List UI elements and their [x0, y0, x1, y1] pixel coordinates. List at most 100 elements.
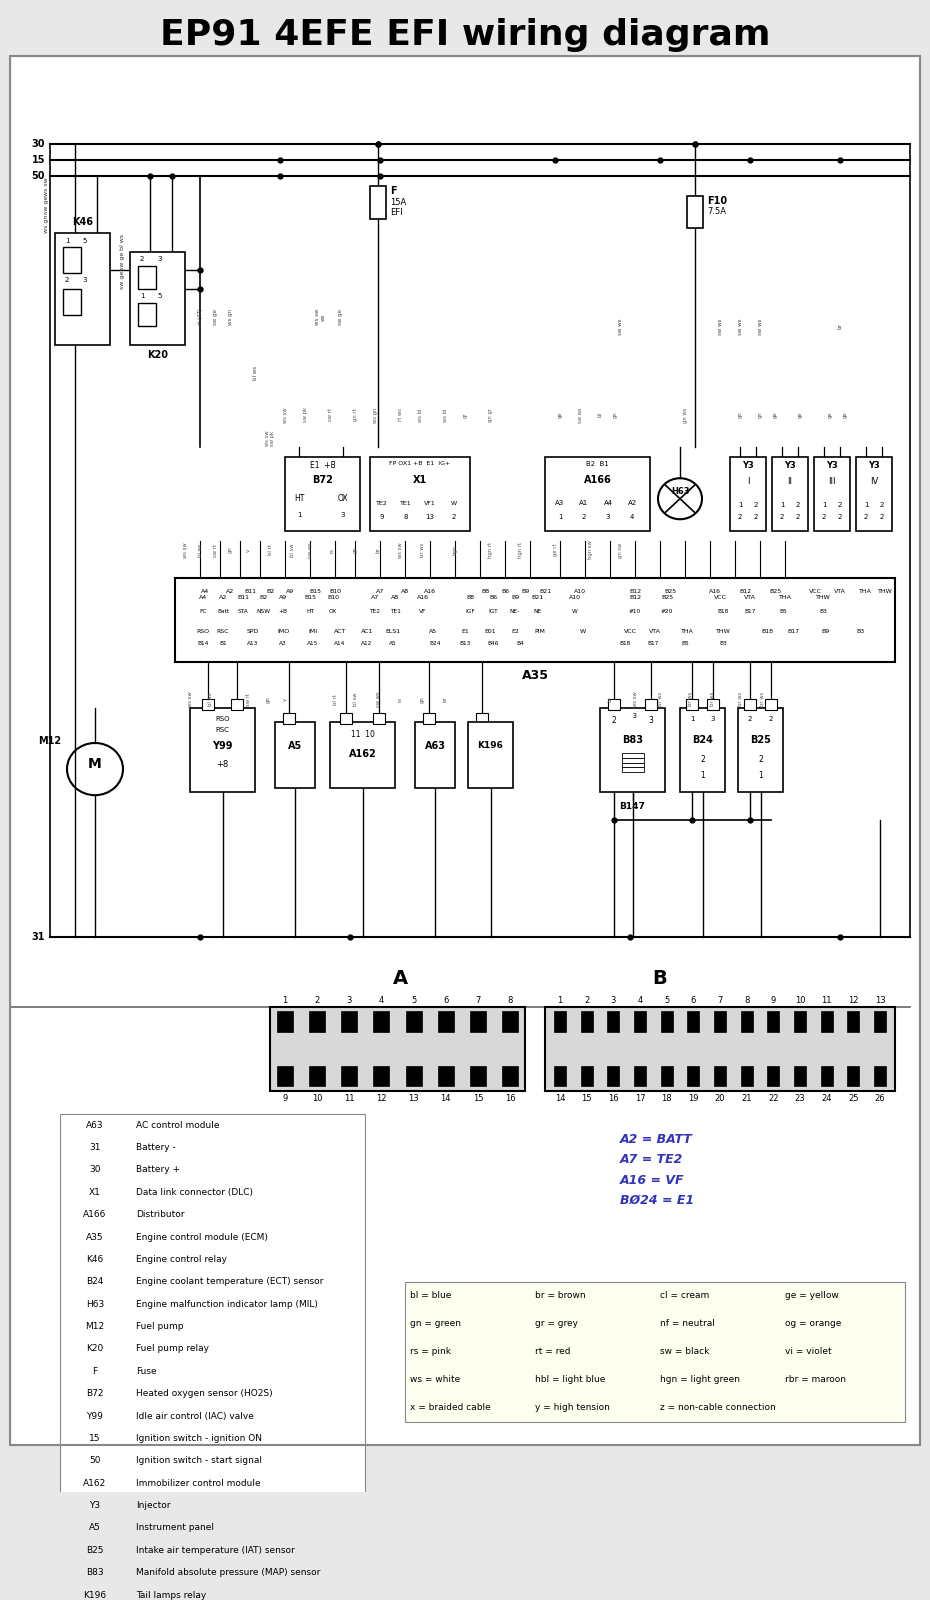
Text: AC1: AC1 [361, 629, 373, 634]
Text: sw ge: sw ge [119, 270, 125, 288]
Text: sw rt: sw rt [327, 408, 333, 421]
Bar [740, 1066, 752, 1086]
Text: B25: B25 [751, 734, 771, 744]
Text: 2: 2 [796, 502, 800, 509]
Text: X1: X1 [89, 1187, 101, 1197]
Text: 2: 2 [754, 514, 758, 520]
Text: K46: K46 [72, 218, 93, 227]
Text: F10: F10 [707, 195, 727, 206]
Text: B5: B5 [779, 608, 787, 614]
Text: B24: B24 [430, 642, 441, 646]
Bar [608, 699, 620, 710]
Text: rbr = maroon: rbr = maroon [785, 1374, 846, 1384]
Bar [309, 1011, 325, 1032]
Text: gn: gn [352, 547, 357, 554]
Text: VF1: VF1 [424, 501, 436, 506]
Text: gn: gn [419, 696, 424, 702]
Bar [687, 1011, 699, 1032]
Text: B10: B10 [327, 595, 339, 600]
Text: 1: 1 [779, 502, 784, 509]
Text: 1: 1 [297, 512, 301, 517]
Text: THW: THW [715, 629, 730, 634]
Text: bl sw: bl sw [352, 693, 357, 706]
Bar [374, 1011, 390, 1032]
Text: B12: B12 [629, 595, 641, 600]
Bar [468, 723, 513, 787]
Text: A3: A3 [555, 501, 565, 506]
Text: ge: ge [773, 411, 777, 418]
Text: gn ws: gn ws [683, 406, 687, 422]
Text: ws gn: ws gn [228, 309, 232, 325]
Text: sw ws: sw ws [758, 318, 763, 334]
Text: 16: 16 [608, 1094, 618, 1102]
Text: Y99: Y99 [86, 1411, 103, 1421]
Bar [438, 1066, 454, 1086]
Text: VCC: VCC [623, 629, 636, 634]
Text: br ws: br ws [687, 693, 693, 706]
Text: IMI: IMI [309, 629, 317, 634]
Text: A63: A63 [86, 1120, 104, 1130]
Bar [660, 1066, 672, 1086]
Text: cl = cream: cl = cream [660, 1291, 710, 1301]
Text: NE: NE [533, 608, 541, 614]
Text: 2: 2 [582, 514, 586, 520]
Text: 2: 2 [880, 514, 884, 520]
Text: 18: 18 [661, 1094, 672, 1102]
Text: E1: E1 [461, 629, 469, 634]
Bar [714, 1011, 726, 1032]
Text: sw ws: sw ws [376, 691, 380, 707]
Text: NSW: NSW [256, 608, 270, 614]
Text: ge: ge [843, 411, 847, 418]
Text: H63: H63 [86, 1299, 104, 1309]
Text: 6: 6 [443, 995, 448, 1005]
Text: bl ws: bl ws [119, 234, 125, 251]
Bar [634, 1066, 646, 1086]
Text: M12: M12 [86, 1322, 104, 1331]
Text: 2: 2 [314, 995, 320, 1005]
Bar [138, 266, 156, 290]
Text: Y3: Y3 [826, 461, 838, 470]
Text: og = orange: og = orange [785, 1320, 842, 1328]
Text: TE1: TE1 [390, 608, 401, 614]
Text: 11  10: 11 10 [351, 730, 375, 739]
Bar [687, 195, 703, 229]
Text: sw ge: sw ge [338, 309, 342, 325]
Text: 2: 2 [822, 514, 826, 520]
Text: E2: E2 [512, 629, 519, 634]
Text: 7.5A: 7.5A [707, 206, 726, 216]
Text: A10: A10 [569, 595, 581, 600]
Text: B5: B5 [681, 642, 689, 646]
Text: 3: 3 [605, 514, 610, 520]
Text: 24: 24 [821, 1094, 832, 1102]
Text: sw ws: sw ws [718, 318, 723, 334]
Text: 25: 25 [848, 1094, 858, 1102]
Bar [470, 1066, 485, 1086]
Text: Immobilizer control module: Immobilizer control module [136, 1478, 260, 1488]
Bar [622, 758, 644, 763]
Text: sw ws: sw ws [308, 542, 312, 558]
Bar [580, 1066, 592, 1086]
Text: A7 = TE2: A7 = TE2 [620, 1154, 684, 1166]
Bar [545, 1006, 895, 1091]
Text: 14: 14 [441, 1094, 451, 1102]
Bar [794, 1011, 806, 1032]
Text: Y3: Y3 [868, 461, 880, 470]
Text: 1: 1 [700, 771, 705, 781]
Text: rt = red: rt = red [535, 1347, 570, 1357]
Text: vi = violet: vi = violet [785, 1347, 831, 1357]
Bar [60, 1114, 365, 1600]
Text: K46: K46 [86, 1254, 103, 1264]
Text: Y3: Y3 [89, 1501, 100, 1510]
Text: BØ24 = E1: BØ24 = E1 [620, 1194, 694, 1206]
Text: 1: 1 [758, 771, 763, 781]
Text: 15: 15 [89, 1434, 100, 1443]
Text: B6: B6 [501, 589, 509, 594]
Text: A166: A166 [584, 475, 611, 485]
Text: 15: 15 [472, 1094, 483, 1102]
Text: RSC: RSC [216, 726, 230, 733]
Text: 1: 1 [690, 715, 695, 722]
Text: E1  +B: E1 +B [310, 461, 336, 470]
Text: gn gr: gn gr [487, 408, 493, 422]
Bar [277, 1066, 293, 1086]
Text: 1: 1 [65, 237, 69, 243]
